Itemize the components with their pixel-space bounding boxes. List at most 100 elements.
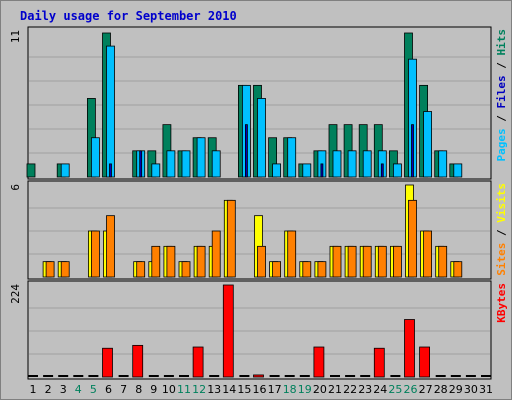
bar-kbytes-day-28 [435, 375, 446, 377]
bar-kbytes-day-23 [360, 375, 371, 377]
bar-files-day-3 [60, 163, 70, 178]
x-tick-label: 29 [449, 383, 463, 396]
x-tick-label: 25 [388, 383, 402, 396]
scale-label: 224 [9, 284, 22, 304]
bar-sites-day-9 [151, 245, 161, 278]
x-tick-label: 5 [90, 383, 97, 396]
bar-files-day-16 [257, 98, 266, 178]
bar-kbytes-day-10 [163, 375, 174, 377]
bar-hits-day-1 [26, 163, 36, 178]
bar-sites-day-5 [91, 230, 100, 278]
bar-sites-day-6 [106, 215, 115, 278]
x-tick-label: 2 [45, 383, 52, 396]
bar-sites-day-10 [166, 245, 176, 278]
bar-sites-day-2 [45, 261, 55, 278]
x-tick-label: 18 [283, 383, 297, 396]
bar-kbytes-day-13 [209, 375, 220, 377]
x-tick-label: 9 [150, 383, 157, 396]
legend-hits-files-pages: Pages / Files / Hits [495, 29, 508, 162]
bar-kbytes-day-30 [465, 375, 476, 377]
bar-kbytes-day-2 [43, 375, 54, 377]
bar-kbytes-day-7 [118, 375, 129, 377]
bar-files-day-28 [438, 150, 448, 178]
scale-label: 6 [9, 184, 22, 191]
x-tick-label: 31 [479, 383, 493, 396]
bar-files-day-9 [151, 163, 161, 178]
bar-kbytes-day-31 [481, 375, 491, 377]
bar-sites-day-20 [317, 261, 327, 278]
x-tick-label: 8 [135, 383, 142, 396]
bar-files-day-5 [91, 137, 100, 178]
bar-sites-day-24 [377, 245, 387, 278]
bar-sites-day-18 [287, 230, 297, 278]
bar-files-day-13 [211, 150, 221, 178]
bar-sites-day-23 [362, 245, 372, 278]
bar-files-day-29 [453, 163, 463, 178]
bar-kbytes-day-5 [88, 375, 99, 377]
bar-kbytes-day-3 [58, 375, 69, 377]
bar-pages-day-6 [109, 163, 112, 178]
bar-kbytes-day-27 [419, 346, 431, 378]
bar-files-day-12 [196, 137, 206, 178]
bar-kbytes-day-9 [148, 375, 159, 377]
bar-files-day-6 [106, 45, 115, 178]
bar-files-day-18 [287, 137, 297, 178]
bar-files-day-19 [302, 163, 312, 178]
x-tick-label: 17 [268, 383, 282, 396]
bar-kbytes-day-24 [373, 347, 385, 378]
legend-entry: Sites [495, 243, 508, 276]
bar-kbytes-day-16 [253, 374, 264, 378]
scale-label: 11 [9, 30, 22, 43]
x-tick-label: 6 [105, 383, 112, 396]
legend-entry: Files [495, 75, 508, 108]
bar-sites-day-13 [211, 230, 221, 278]
bar-kbytes-day-15 [239, 375, 250, 377]
legend-entry: KBytes [495, 283, 508, 323]
x-tick-label: 24 [373, 383, 387, 396]
bar-kbytes-day-12 [192, 346, 204, 378]
bar-kbytes-day-4 [73, 375, 84, 377]
x-tick-label: 15 [237, 383, 251, 396]
bar-sites-day-28 [438, 245, 448, 278]
legend-entry: / [495, 109, 508, 129]
bar-pages-day-15 [244, 124, 248, 178]
x-tick-label: 3 [60, 383, 67, 396]
bar-kbytes-day-22 [345, 375, 356, 377]
bar-sites-day-11 [181, 261, 191, 278]
bar-kbytes-day-19 [299, 375, 310, 377]
x-tick-label: 12 [192, 383, 206, 396]
bar-kbytes-day-20 [313, 346, 325, 378]
bar-sites-day-3 [60, 261, 70, 278]
bar-files-day-21 [332, 150, 342, 178]
x-tick-label: 7 [120, 383, 127, 396]
bar-pages-day-26 [411, 124, 414, 178]
bar-files-day-27 [423, 111, 433, 178]
bar-kbytes-day-17 [269, 375, 280, 377]
bar-sites-day-25 [392, 245, 402, 278]
bar-sites-day-14 [226, 199, 236, 278]
x-tick-label: 20 [313, 383, 327, 396]
bar-kbytes-day-8 [132, 344, 144, 378]
legend-entry: Pages [495, 128, 508, 161]
bar-kbytes-day-1 [28, 375, 38, 377]
bar-files-day-23 [362, 150, 372, 178]
x-tick-label: 22 [343, 383, 357, 396]
bar-sites-day-27 [423, 230, 433, 278]
x-tick-label: 1 [30, 383, 37, 396]
bar-sites-day-29 [453, 261, 463, 278]
legend-entry: / [495, 223, 508, 243]
bar-kbytes-day-11 [179, 375, 189, 377]
bar-pages-day-8 [139, 150, 143, 178]
bar-files-day-17 [272, 163, 282, 178]
x-tick-label: 23 [358, 383, 372, 396]
bar-kbytes-day-6 [102, 347, 113, 378]
x-tick-label: 14 [222, 383, 236, 396]
legend-kbytes: KBytes [495, 283, 508, 323]
x-tick-label: 10 [162, 383, 176, 396]
bar-files-day-22 [347, 150, 357, 178]
x-tick-label: 19 [298, 383, 312, 396]
bar-sites-day-19 [302, 261, 312, 278]
x-tick-label: 30 [464, 383, 478, 396]
